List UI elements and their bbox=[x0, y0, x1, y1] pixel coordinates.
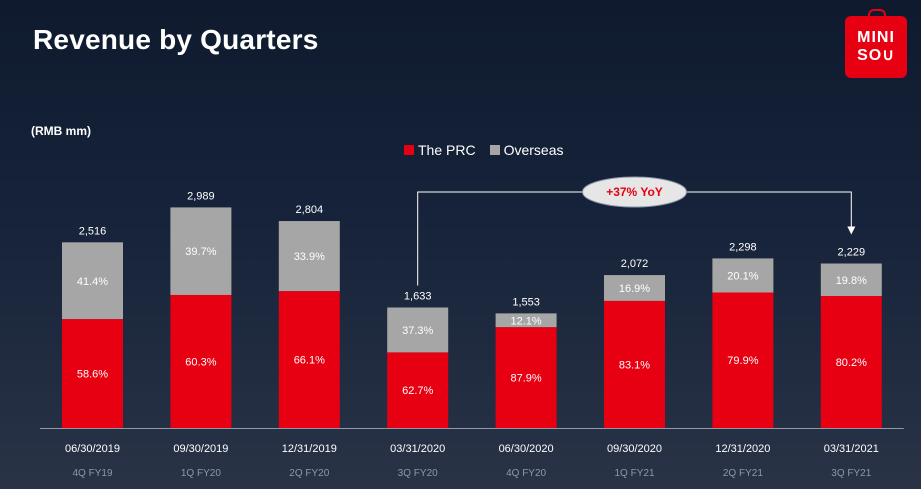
bar-overseas bbox=[170, 207, 232, 295]
bar-label-overseas: 19.8% bbox=[836, 275, 867, 287]
bar-label-prc: 60.3% bbox=[185, 356, 216, 368]
total-label: 2,229 bbox=[838, 246, 866, 258]
bar-label-overseas: 20.1% bbox=[727, 270, 758, 282]
x-tick-label: 03/31/2021 bbox=[824, 443, 879, 455]
legend-label-prc: The PRC bbox=[418, 142, 476, 158]
total-label: 2,072 bbox=[621, 258, 649, 270]
legend-swatch-overseas bbox=[489, 145, 500, 155]
fiscal-quarter-label: 4Q FY20 bbox=[506, 468, 546, 479]
total-label: 1,633 bbox=[404, 290, 432, 302]
bar-label-prc: 66.1% bbox=[294, 355, 325, 367]
bar-label-prc: 79.9% bbox=[727, 355, 758, 367]
yoy-badge-label: +37% YoY bbox=[606, 185, 663, 199]
fiscal-quarter-label: 3Q FY21 bbox=[831, 468, 871, 479]
bar-label-prc: 83.1% bbox=[619, 359, 650, 371]
logo-text-line1: MINI bbox=[857, 29, 895, 46]
page-title: Revenue by Quarters bbox=[33, 24, 319, 55]
bar-label-overseas: 41.4% bbox=[77, 276, 108, 288]
total-label: 2,516 bbox=[79, 225, 107, 237]
bar-label-overseas: 33.9% bbox=[294, 251, 325, 263]
legend-item-prc: The PRC bbox=[404, 142, 476, 158]
fiscal-quarter-label: 2Q FY20 bbox=[289, 468, 329, 479]
bar-overseas bbox=[387, 307, 449, 353]
x-tick-label: 12/31/2019 bbox=[282, 443, 337, 455]
fiscal-quarter-label: 1Q FY20 bbox=[181, 468, 221, 479]
bar-prc bbox=[170, 294, 232, 428]
bar-prc bbox=[820, 296, 882, 428]
bar-overseas bbox=[495, 313, 557, 328]
x-tick-label: 06/30/2019 bbox=[65, 443, 120, 455]
bar-prc bbox=[387, 352, 449, 428]
bar-label-overseas: 37.3% bbox=[402, 325, 433, 337]
x-tick-label: 03/31/2020 bbox=[390, 443, 445, 455]
total-label: 2,298 bbox=[729, 241, 757, 253]
x-tick-label: 09/30/2020 bbox=[607, 443, 662, 455]
total-label: 1,553 bbox=[512, 296, 540, 308]
bar-prc bbox=[712, 292, 774, 428]
x-tick-label: 12/31/2020 bbox=[715, 443, 770, 455]
fiscal-quarter-label: 3Q FY20 bbox=[398, 468, 438, 479]
bar-prc bbox=[604, 300, 665, 428]
bar-prc bbox=[62, 319, 123, 428]
total-label: 2,989 bbox=[187, 190, 215, 202]
legend-label-overseas: Overseas bbox=[503, 142, 564, 158]
unit-label: (RMB mm) bbox=[31, 124, 91, 138]
bar-label-overseas: 12.1% bbox=[510, 315, 541, 327]
x-tick-label: 06/30/2020 bbox=[499, 443, 554, 455]
fiscal-quarter-label: 1Q FY21 bbox=[614, 468, 654, 479]
bar-overseas bbox=[820, 263, 882, 297]
bar-label-overseas: 16.9% bbox=[619, 283, 650, 295]
miniso-logo: MINI SO∪ bbox=[845, 9, 907, 78]
bar-prc bbox=[278, 291, 340, 428]
shopping-bag-handle-icon bbox=[868, 9, 886, 20]
bar-overseas bbox=[278, 221, 340, 292]
bar-label-prc: 58.6% bbox=[77, 369, 108, 381]
chart-legend: The PRC Overseas bbox=[404, 142, 578, 158]
yoy-arrow-head-icon bbox=[847, 226, 856, 235]
bar-label-overseas: 39.7% bbox=[185, 246, 216, 258]
bar-overseas bbox=[62, 242, 123, 320]
bar-overseas bbox=[712, 258, 774, 293]
yoy-badge bbox=[582, 176, 687, 208]
bar-prc bbox=[495, 327, 557, 428]
bar-overseas bbox=[604, 275, 665, 301]
fiscal-quarter-label: 4Q FY19 bbox=[72, 468, 112, 479]
total-label: 2,804 bbox=[296, 204, 324, 216]
x-tick-label: 09/30/2019 bbox=[173, 443, 228, 455]
bar-label-prc: 80.2% bbox=[836, 357, 867, 369]
legend-swatch-prc bbox=[404, 145, 414, 155]
logo-text-line2: SO∪ bbox=[857, 47, 895, 64]
legend-item-overseas: Overseas bbox=[489, 142, 564, 158]
bar-label-prc: 87.9% bbox=[510, 373, 541, 385]
fiscal-quarter-label: 2Q FY21 bbox=[723, 468, 763, 479]
bar-label-prc: 62.7% bbox=[402, 385, 433, 397]
